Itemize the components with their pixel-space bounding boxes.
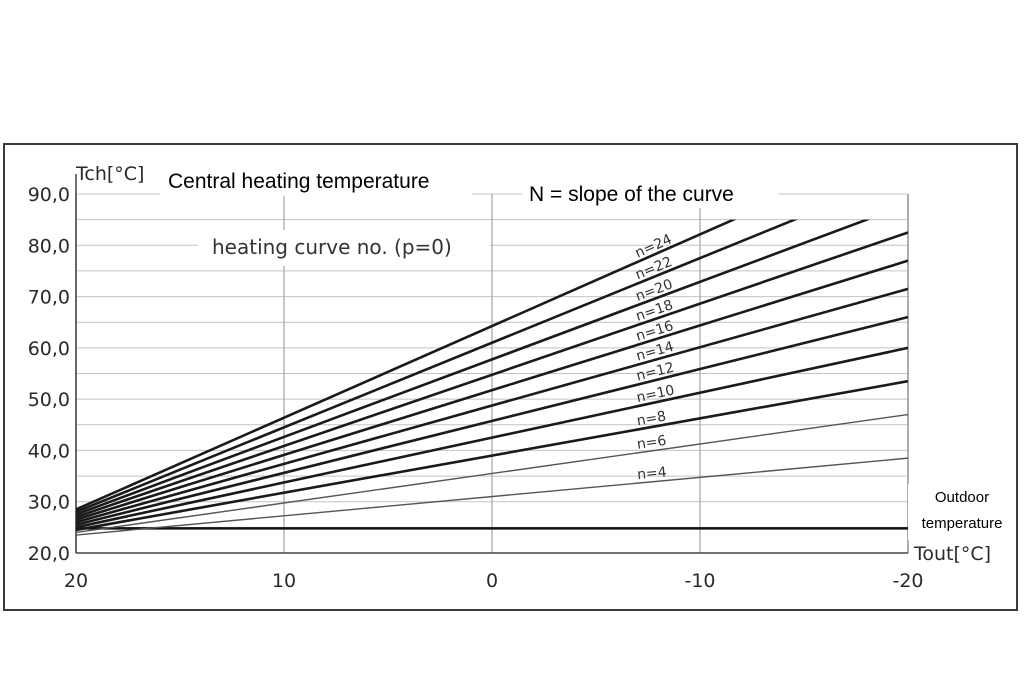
curve-label-n-4: n=4 [636,464,667,483]
y-tick-label: 70,0 [28,287,70,309]
outdoor-annotation-line2: temperature [922,515,1003,532]
curve-labels: n=4n=6n=8n=10n=12n=14n=16n=18n=20n=22n=2… [633,231,676,483]
curve-n-8 [76,379,908,532]
curve-n-18 [76,231,908,519]
curve-label-n-8: n=8 [635,409,667,430]
y-tick-label: 30,0 [28,492,70,514]
x-tick-label: 0 [486,570,498,592]
curve-n-10 [76,346,908,529]
y-tick-label: 40,0 [28,440,70,462]
tick-labels: 20,0 30,0 40,0 50,0 60,0 70,0 80,0 90,0 20 10 0 -10… [28,184,924,592]
central-heating-annotation: Central heating temperature [168,170,430,193]
annotation-bg [908,484,1016,540]
curve-lines [76,219,908,536]
curve-n-24 [76,219,737,511]
x-tick-label: 10 [272,570,296,592]
curve-n-6 [76,413,908,534]
y-tick-label: 50,0 [28,389,70,411]
x-tick-label: 20 [64,570,88,592]
curve-n-14 [76,287,908,524]
x-tick-label: -10 [684,570,715,592]
y-tick-label: 60,0 [28,338,70,360]
chart-frame [3,143,1018,611]
curve-n-12 [76,315,908,527]
y-tick-label: 80,0 [28,235,70,257]
curve-n-20 [76,219,871,516]
slope-annotation: N = slope of the curve [529,183,734,206]
curve-label-n-10: n=10 [635,382,676,406]
curve-n-16 [76,259,908,521]
outdoor-annotation-line1: Outdoor [935,489,989,506]
curve-label-n-6: n=6 [636,433,668,453]
y-tick-label: 20,0 [28,543,70,565]
curve-n-22 [76,219,798,514]
y-tick-label: 90,0 [28,184,70,206]
curve-n-4 [76,457,908,536]
x-axis-label: Tout[°C] [913,543,991,565]
x-tick-label: -20 [892,570,923,592]
curve-no-annotation: heating curve no. (p=0) [212,235,452,259]
y-axis-label: Tch[°C] [75,163,144,185]
annotation-bg [198,230,490,266]
annotation-bg [160,166,472,196]
annotation-bg [522,180,778,208]
